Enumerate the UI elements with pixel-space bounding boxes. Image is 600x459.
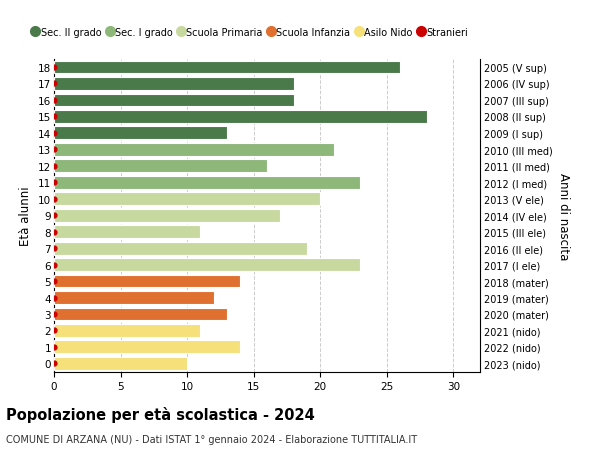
Bar <box>54 308 227 321</box>
Text: Popolazione per età scolastica - 2024: Popolazione per età scolastica - 2024 <box>6 406 315 422</box>
Bar <box>54 291 214 304</box>
Bar <box>54 176 360 189</box>
Bar <box>54 144 334 157</box>
Legend: Sec. II grado, Sec. I grado, Scuola Primaria, Scuola Infanzia, Asilo Nido, Stran: Sec. II grado, Sec. I grado, Scuola Prim… <box>29 24 472 42</box>
Bar <box>54 111 427 123</box>
Bar <box>54 127 227 140</box>
Bar <box>54 193 320 206</box>
Bar <box>54 78 293 91</box>
Bar <box>54 357 187 370</box>
Bar <box>54 95 293 107</box>
Bar <box>54 209 280 222</box>
Bar <box>54 226 200 239</box>
Bar <box>54 325 200 337</box>
Bar <box>54 242 307 255</box>
Bar <box>54 62 400 74</box>
Bar <box>54 341 241 353</box>
Y-axis label: Anni di nascita: Anni di nascita <box>557 172 569 259</box>
Text: COMUNE DI ARZANA (NU) - Dati ISTAT 1° gennaio 2024 - Elaborazione TUTTITALIA.IT: COMUNE DI ARZANA (NU) - Dati ISTAT 1° ge… <box>6 434 417 444</box>
Y-axis label: Età alunni: Età alunni <box>19 186 32 246</box>
Bar <box>54 258 360 271</box>
Bar <box>54 275 241 288</box>
Bar <box>54 160 267 173</box>
